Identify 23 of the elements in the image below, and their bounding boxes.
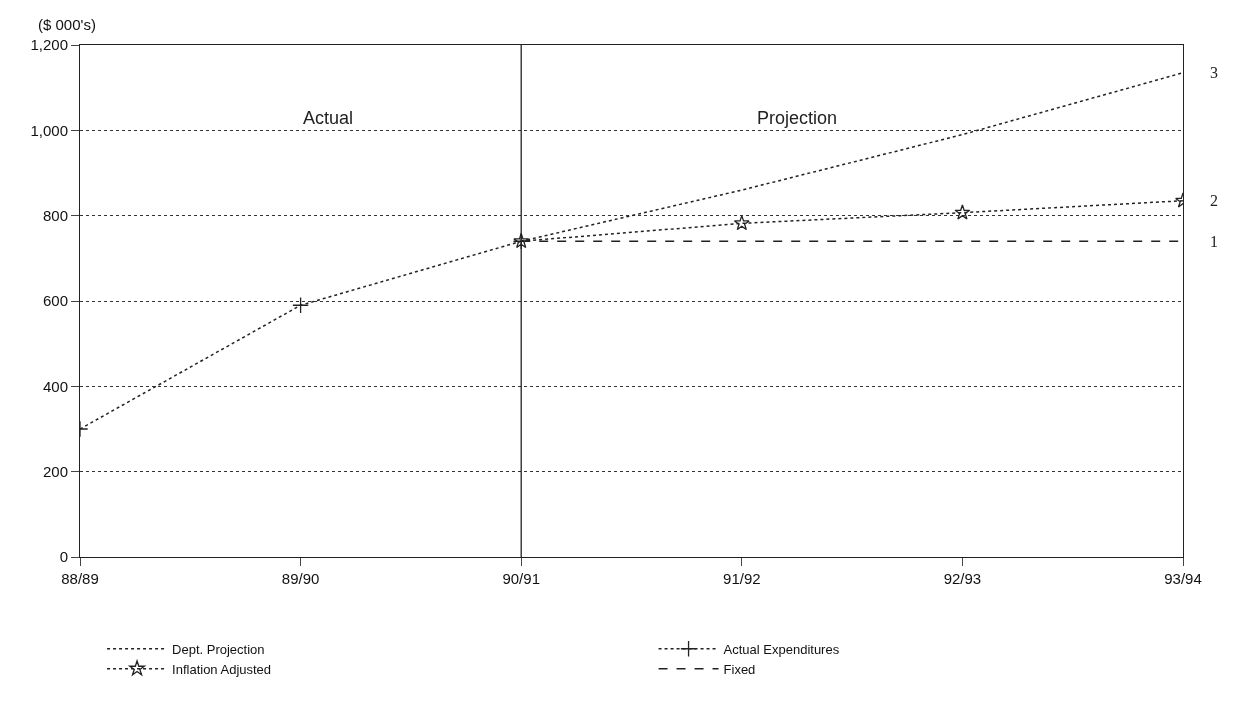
legend-label: Dept. Projection: [172, 641, 265, 657]
annotation: 1: [1210, 233, 1218, 250]
legend-label: Inflation Adjusted: [172, 661, 272, 677]
legend-label: Fixed: [723, 661, 756, 677]
annotation: Projection: [757, 108, 838, 128]
annotation: 3: [1210, 64, 1218, 81]
y-tick-label: 1,000: [30, 121, 68, 139]
legend-label: Actual Expenditures: [723, 641, 840, 657]
annotation: 2: [1210, 192, 1218, 209]
x-tick-label: 91/92: [723, 570, 761, 587]
x-tick-label: 89/90: [281, 570, 320, 587]
x-tick-label: 88/89: [61, 570, 99, 587]
y-tick-label: 1,200: [30, 36, 68, 54]
x-tick-label: 93/94: [1164, 570, 1202, 587]
x-tick-label: 92/93: [943, 570, 982, 587]
y-tick-label: 400: [42, 377, 68, 395]
annotation: Actual: [303, 108, 354, 128]
y-tick-label: 600: [42, 292, 68, 310]
y-tick-label: 200: [42, 462, 68, 480]
x-tick-label: 90/91: [502, 570, 540, 587]
y-tick-label: 0: [59, 548, 68, 566]
y-tick-label: 800: [42, 206, 68, 224]
y-axis-title: ($ 000's): [38, 16, 96, 33]
